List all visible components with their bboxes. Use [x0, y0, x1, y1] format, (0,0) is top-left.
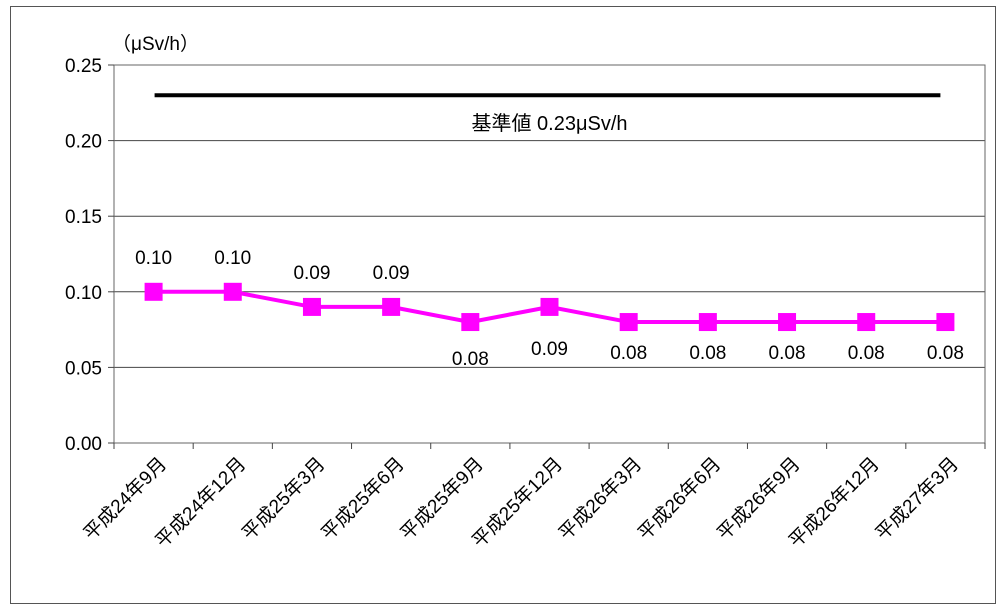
y-tick-labels: 0.00 0.05 0.10 0.15 0.20 0.25	[65, 56, 102, 455]
data-label: 0.08	[610, 343, 647, 364]
y-tick-label: 0.25	[65, 56, 102, 77]
data-point-marker	[382, 297, 401, 316]
data-point-marker	[540, 297, 559, 316]
data-point-marker	[144, 282, 163, 301]
data-label: 0.08	[689, 343, 726, 364]
data-label: 0.09	[373, 263, 410, 284]
data-point-marker	[857, 313, 876, 332]
y-tick-label: 0.20	[65, 132, 102, 153]
y-tick-label: 0.00	[65, 434, 102, 455]
data-label: 0.10	[135, 248, 172, 269]
data-point-marker	[302, 297, 321, 316]
data-point-marker	[778, 313, 797, 332]
x-tick-label: 平成26年3月	[555, 453, 647, 545]
data-label: 0.08	[769, 343, 806, 364]
x-tick-label: 平成26年6月	[634, 453, 726, 545]
data-label: 0.08	[848, 343, 885, 364]
y-unit-label: （μSv/h）	[112, 33, 199, 55]
data-label: 0.08	[452, 349, 489, 370]
data-label: 0.08	[927, 343, 964, 364]
axes	[108, 64, 986, 449]
y-tick-label: 0.15	[65, 207, 102, 228]
data-label: 0.09	[531, 339, 568, 360]
gridlines	[114, 140, 985, 368]
reference-line-label: 基準値 0.23μSv/h	[471, 112, 627, 135]
data-point-marker	[619, 313, 638, 332]
chart-frame	[10, 6, 996, 604]
data-point-marker	[461, 313, 480, 332]
data-point-marker	[698, 313, 717, 332]
x-tick-labels: 平成24年9月平成24年12月平成25年3月平成25年6月平成25年9月平成25…	[79, 453, 963, 552]
data-label: 0.10	[214, 248, 251, 269]
data-label: 0.09	[293, 263, 330, 284]
x-tick-label: 平成25年6月	[317, 453, 409, 545]
y-tick-label: 0.05	[65, 358, 102, 379]
data-point-marker	[936, 313, 955, 332]
data-labels: 0.10 0.10 0.09 0.09 0.08 0.09 0.08 0.08 0.08 0.08…	[135, 248, 964, 370]
data-point-marker	[223, 282, 242, 301]
y-tick-label: 0.10	[65, 283, 102, 304]
plot-area	[113, 64, 986, 444]
x-tick-label: 平成25年3月	[238, 453, 330, 545]
x-tick-label: 平成27年3月	[871, 453, 963, 545]
series-group	[144, 282, 955, 332]
reference-line-group: 基準値 0.23μSv/h	[154, 93, 941, 135]
